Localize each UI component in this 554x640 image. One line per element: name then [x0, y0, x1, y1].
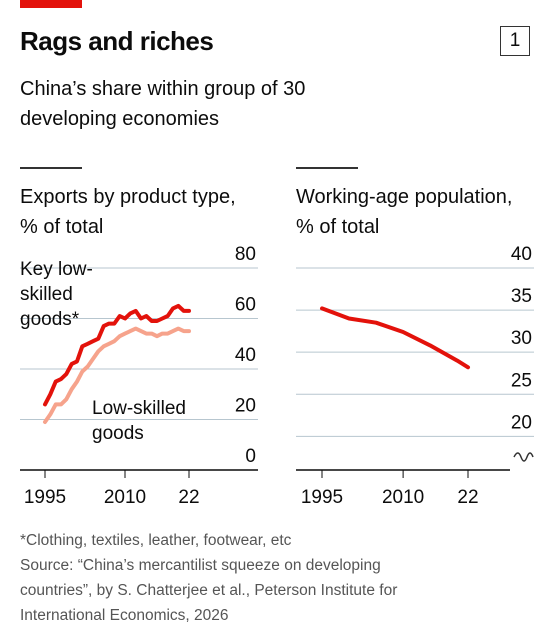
- chart-title: Rags and riches: [20, 26, 214, 56]
- axis-break: [513, 452, 534, 462]
- panel-rule: [20, 167, 82, 169]
- panel-title: Working-age population, % of total: [296, 186, 513, 238]
- x-tick-label: 2010: [382, 487, 424, 508]
- series-label: Low-skilled goods: [92, 398, 186, 444]
- series-label: Key low-skilled goods*: [20, 259, 93, 330]
- x-tick-label: 22: [457, 487, 478, 508]
- panel-title: Exports by product type, % of total: [20, 186, 236, 238]
- y-tick-label: 30: [511, 328, 532, 349]
- panel-rule: [296, 167, 358, 169]
- y-tick-label: 80: [235, 244, 256, 265]
- x-tick-label: 1995: [24, 487, 66, 508]
- y-tick-label: 20: [511, 412, 532, 433]
- y-tick-label: 40: [511, 244, 532, 265]
- series-line: [43, 326, 191, 424]
- x-tick-label: 2010: [104, 487, 146, 508]
- source: Source: “China’s mercantilist squeeze on…: [20, 557, 398, 624]
- series-line: [43, 303, 191, 407]
- footnote: *Clothing, textiles, leather, footwear, …: [20, 532, 292, 549]
- series-line: [320, 306, 470, 370]
- chart-number: 1: [500, 26, 530, 56]
- y-tick-label: 0: [245, 446, 256, 467]
- x-tick-label: 1995: [301, 487, 343, 508]
- y-tick-label: 40: [235, 345, 256, 366]
- y-tick-label: 20: [235, 396, 256, 417]
- accent-bar: [20, 0, 82, 8]
- y-tick-label: 35: [511, 286, 532, 307]
- y-tick-label: 60: [235, 295, 256, 316]
- x-tick-label: 22: [178, 487, 199, 508]
- y-tick-label: 25: [511, 370, 532, 391]
- chart-subtitle: China’s share within group of 30 develop…: [20, 78, 306, 130]
